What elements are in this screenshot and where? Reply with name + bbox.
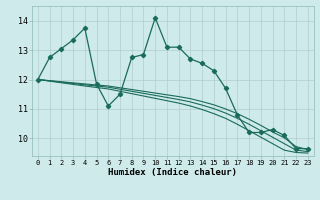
X-axis label: Humidex (Indice chaleur): Humidex (Indice chaleur) (108, 168, 237, 177)
